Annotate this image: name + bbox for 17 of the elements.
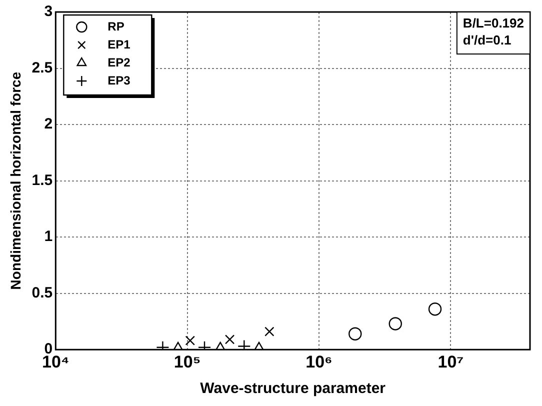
y-tick-label: 3 bbox=[44, 3, 53, 20]
annotation: d'/d=0.1 bbox=[462, 32, 512, 48]
x-tick-label: 10⁵ bbox=[174, 352, 201, 372]
y-tick-label: 1 bbox=[44, 228, 53, 246]
x-tick-label: 10⁷ bbox=[438, 352, 464, 372]
legend-label: RP bbox=[108, 19, 124, 34]
y-tick-label: 0.5 bbox=[32, 284, 53, 302]
legend-label: EP1 bbox=[108, 37, 131, 52]
y-tick-label: 2.5 bbox=[32, 59, 53, 76]
x-tick-label: 10⁶ bbox=[306, 352, 332, 372]
legend-label: EP2 bbox=[108, 55, 131, 70]
x-axis-title: Wave-structure parameter bbox=[200, 380, 386, 398]
y-axis-title: Nondimensional horizontal force bbox=[7, 72, 24, 290]
y-tick-label: 1.5 bbox=[32, 172, 53, 189]
y-tick-label: 2 bbox=[44, 116, 53, 133]
annotation: B/L=0.192 bbox=[462, 16, 524, 31]
legend-label: EP3 bbox=[108, 73, 131, 88]
